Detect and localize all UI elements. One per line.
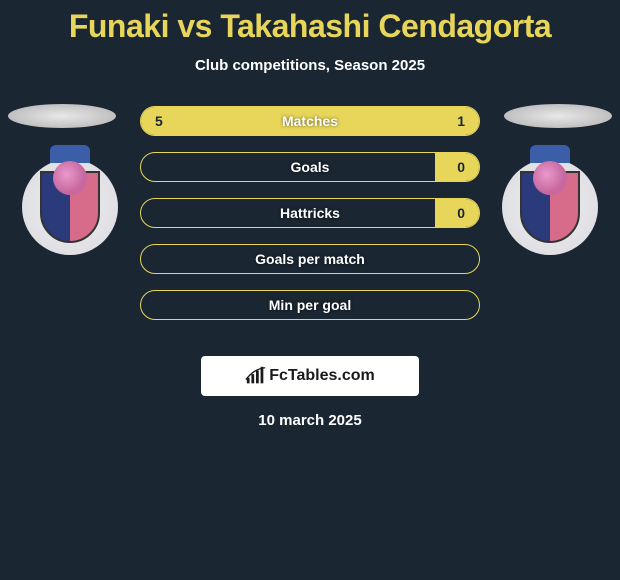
avatar-placeholder-right	[504, 104, 612, 128]
stat-bar-matches: 5 Matches 1	[140, 106, 480, 136]
stat-label: Goals per match	[141, 245, 479, 273]
shield-icon	[40, 171, 100, 243]
attribution-badge[interactable]: FcTables.com	[201, 356, 419, 396]
stat-bar-goals: Goals 0	[140, 152, 480, 182]
page-title: Funaki vs Takahashi Cendagorta	[0, 0, 620, 45]
stat-value-right: 0	[457, 159, 465, 175]
comparison-area: 5 Matches 1 Goals 0 Hattricks 0 Goals pe…	[0, 104, 620, 344]
chart-icon	[245, 366, 267, 386]
stats-bars: 5 Matches 1 Goals 0 Hattricks 0 Goals pe…	[140, 104, 480, 320]
stat-bar-hattricks: Hattricks 0	[140, 198, 480, 228]
club-badge-right	[502, 159, 598, 255]
stat-label: Hattricks	[141, 199, 479, 227]
stat-label: Goals	[141, 153, 479, 181]
stat-bar-goals-per-match: Goals per match	[140, 244, 480, 274]
club-badge-left	[22, 159, 118, 255]
stat-value-right: 0	[457, 205, 465, 221]
stat-label: Matches	[141, 107, 479, 135]
shield-icon	[520, 171, 580, 243]
stat-bar-min-per-goal: Min per goal	[140, 290, 480, 320]
stat-value-right: 1	[457, 113, 465, 129]
page-subtitle: Club competitions, Season 2025	[0, 57, 620, 74]
avatar-placeholder-left	[8, 104, 116, 128]
date-label: 10 march 2025	[0, 412, 620, 429]
attribution-text: FcTables.com	[269, 367, 375, 385]
stat-label: Min per goal	[141, 291, 479, 319]
